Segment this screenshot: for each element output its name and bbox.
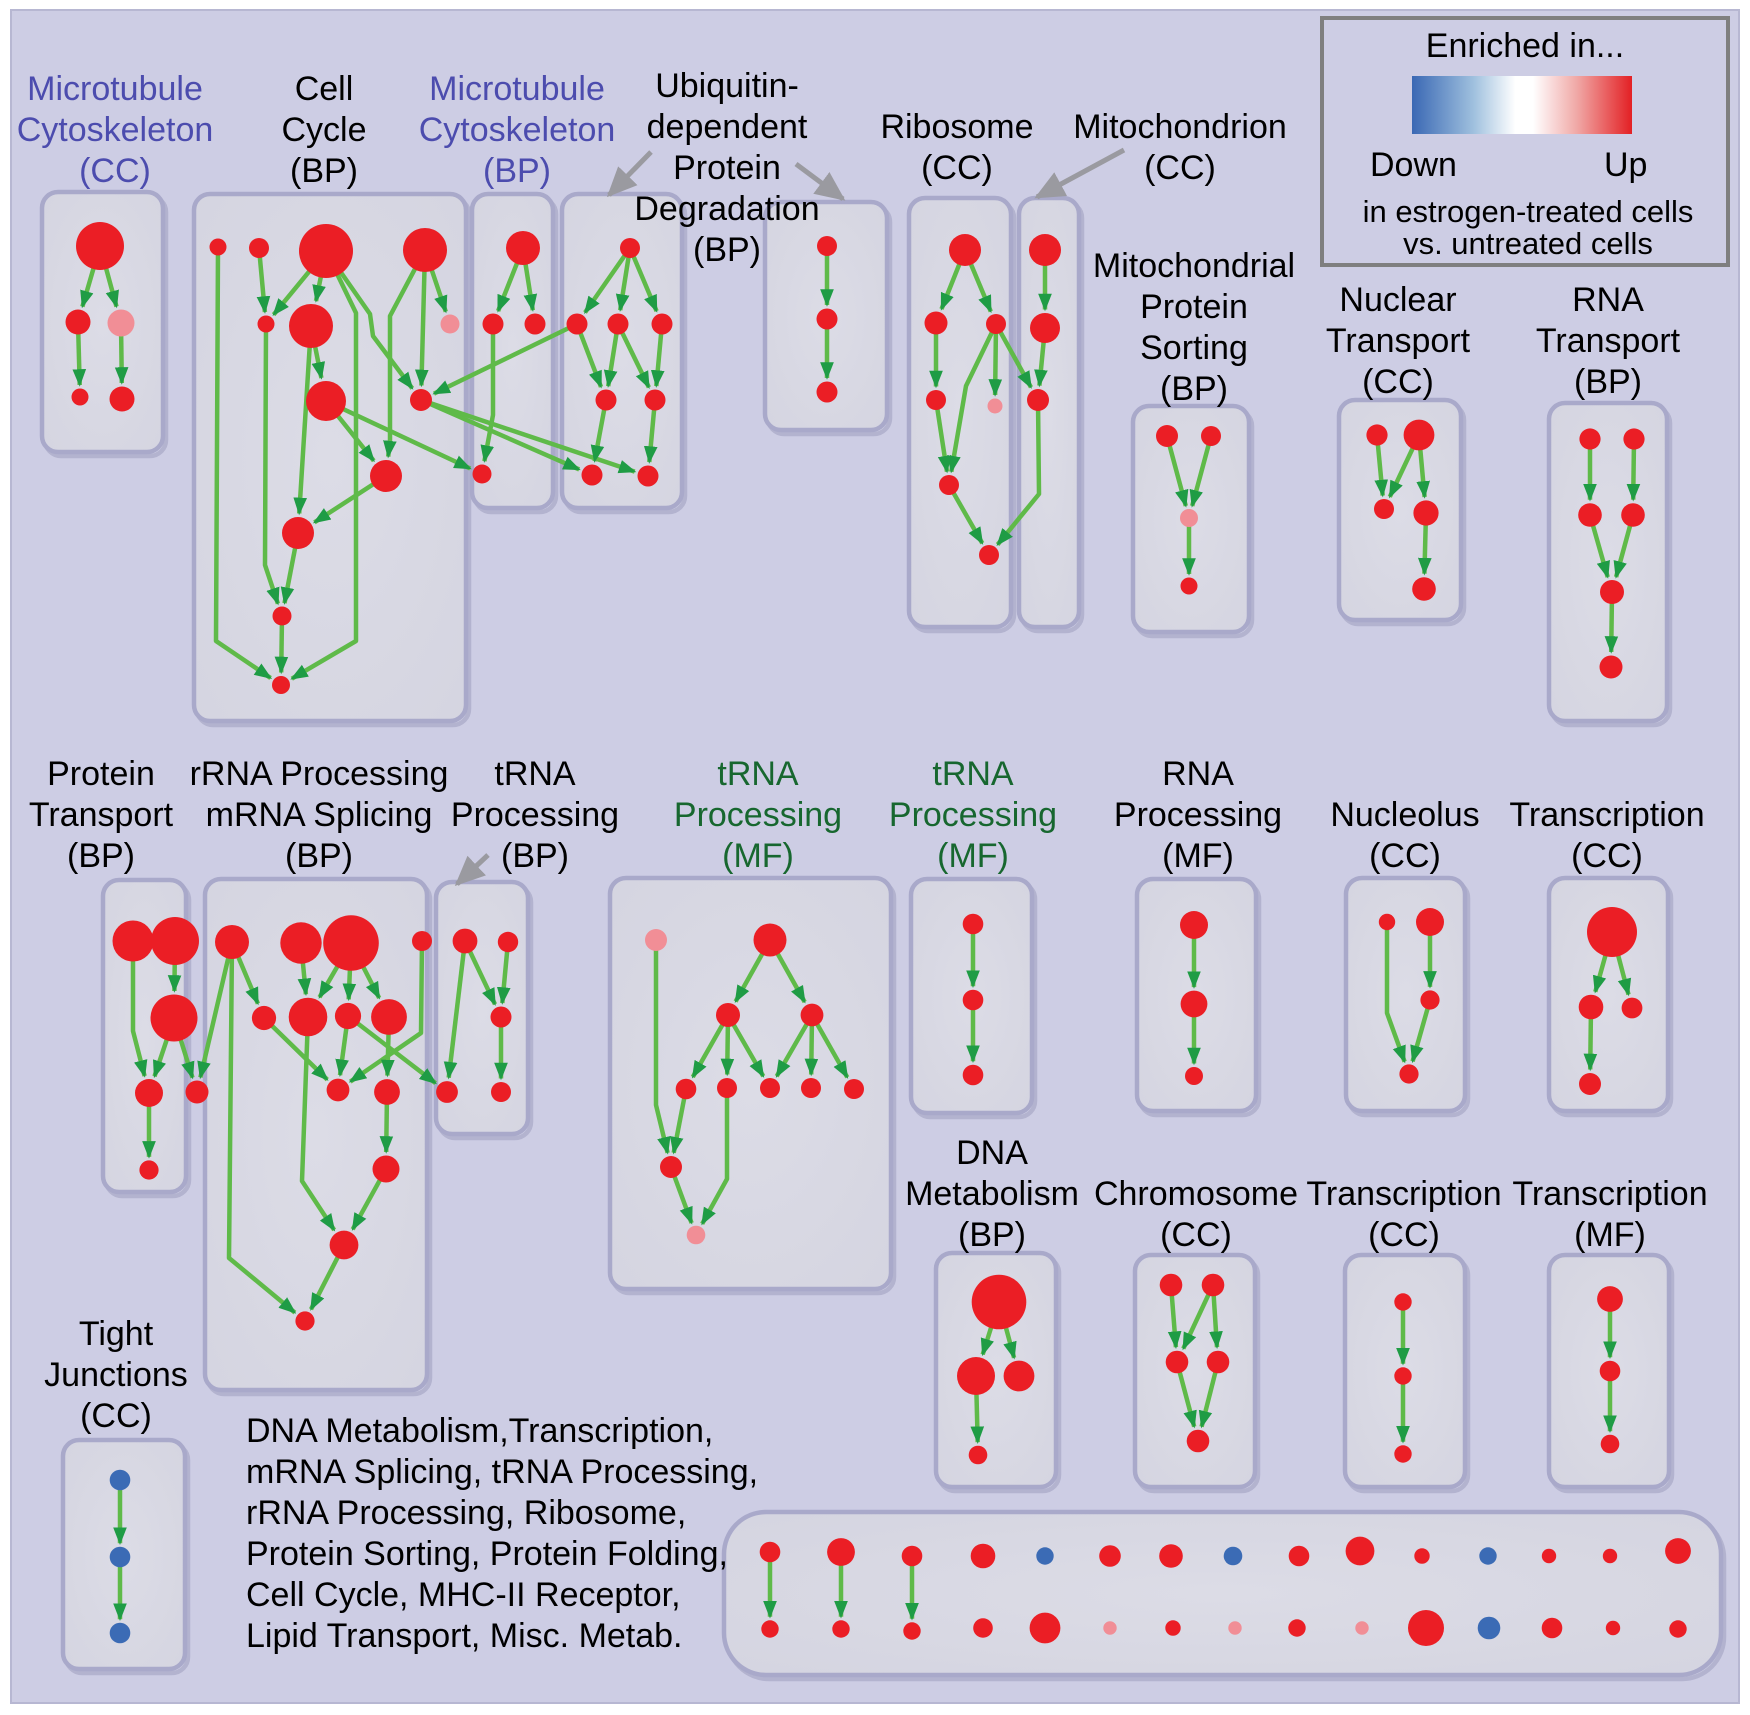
svg-text:Nuclear: Nuclear	[1339, 281, 1456, 319]
svg-text:mRNA Splicing, tRNA Processing: mRNA Splicing, tRNA Processing,	[246, 1453, 758, 1491]
svg-text:Cell: Cell	[295, 70, 354, 108]
svg-text:Mitochondrial: Mitochondrial	[1093, 247, 1295, 285]
svg-text:RNA: RNA	[1162, 755, 1234, 793]
svg-text:(CC): (CC)	[1369, 837, 1441, 875]
svg-text:(CC): (CC)	[1144, 149, 1216, 187]
svg-text:tRNA: tRNA	[494, 755, 576, 793]
svg-text:(CC): (CC)	[1368, 1216, 1440, 1254]
svg-text:Protein: Protein	[1140, 288, 1248, 326]
svg-text:(BP): (BP)	[1160, 370, 1228, 408]
svg-text:(CC): (CC)	[1160, 1216, 1232, 1254]
svg-text:Nucleolus: Nucleolus	[1330, 796, 1479, 834]
svg-text:rRNA Processing: rRNA Processing	[190, 755, 449, 793]
svg-text:Processing: Processing	[451, 796, 619, 834]
svg-text:Processing: Processing	[1114, 796, 1282, 834]
svg-text:Ubiquitin-: Ubiquitin-	[655, 67, 799, 105]
svg-text:Microtubule: Microtubule	[27, 70, 203, 108]
svg-text:(BP): (BP)	[958, 1216, 1026, 1254]
svg-text:Processing: Processing	[889, 796, 1057, 834]
svg-text:(MF): (MF)	[937, 837, 1009, 875]
svg-text:DNA: DNA	[956, 1134, 1028, 1172]
svg-text:Protein: Protein	[673, 149, 781, 187]
svg-text:RNA: RNA	[1572, 281, 1644, 319]
svg-text:Transport: Transport	[1326, 322, 1471, 360]
svg-text:Transport: Transport	[1536, 322, 1681, 360]
svg-text:(BP): (BP)	[483, 152, 551, 190]
svg-text:Metabolism: Metabolism	[905, 1175, 1079, 1213]
svg-text:Cytoskeleton: Cytoskeleton	[17, 111, 214, 149]
svg-text:in estrogen-treated cells: in estrogen-treated cells	[1363, 194, 1694, 229]
svg-text:Processing: Processing	[674, 796, 842, 834]
svg-text:(CC): (CC)	[1571, 837, 1643, 875]
svg-text:dependent: dependent	[647, 108, 808, 146]
svg-text:Ribosome: Ribosome	[880, 108, 1033, 146]
svg-text:DNA Metabolism,Transcription,: DNA Metabolism,Transcription,	[246, 1412, 713, 1450]
svg-text:Cycle: Cycle	[281, 111, 366, 149]
svg-text:vs. untreated cells: vs. untreated cells	[1403, 226, 1653, 261]
svg-text:Lipid Transport, Misc. Metab.: Lipid Transport, Misc. Metab.	[246, 1617, 683, 1655]
svg-text:Protein Sorting, Protein Foldi: Protein Sorting, Protein Folding,	[246, 1535, 728, 1573]
svg-text:Junctions: Junctions	[44, 1356, 188, 1394]
svg-text:(CC): (CC)	[1362, 363, 1434, 401]
svg-text:(BP): (BP)	[693, 231, 761, 269]
svg-text:rRNA Processing, Ribosome,: rRNA Processing, Ribosome,	[246, 1494, 686, 1532]
svg-text:Cell Cycle, MHC-II Receptor,: Cell Cycle, MHC-II Receptor,	[246, 1576, 681, 1614]
svg-text:Transcription: Transcription	[1512, 1175, 1707, 1213]
svg-text:Chromosome: Chromosome	[1094, 1175, 1298, 1213]
svg-text:Transcription: Transcription	[1509, 796, 1704, 834]
svg-text:Protein: Protein	[47, 755, 155, 793]
svg-text:(MF): (MF)	[1162, 837, 1234, 875]
svg-text:Transport: Transport	[29, 796, 174, 834]
svg-text:Tight: Tight	[79, 1315, 154, 1353]
svg-text:Cytoskeleton: Cytoskeleton	[419, 111, 616, 149]
svg-text:(BP): (BP)	[67, 837, 135, 875]
svg-text:Down: Down	[1370, 146, 1457, 184]
svg-text:Mitochondrion: Mitochondrion	[1073, 108, 1287, 146]
svg-text:(CC): (CC)	[80, 1397, 152, 1435]
svg-text:Microtubule: Microtubule	[429, 70, 605, 108]
svg-text:Sorting: Sorting	[1140, 329, 1248, 367]
svg-text:(BP): (BP)	[285, 837, 353, 875]
svg-text:(CC): (CC)	[921, 149, 993, 187]
svg-text:Degradation: Degradation	[634, 190, 819, 228]
svg-text:Up: Up	[1604, 146, 1647, 184]
svg-text:(BP): (BP)	[290, 152, 358, 190]
svg-text:Enriched in...: Enriched in...	[1426, 27, 1624, 65]
svg-text:(MF): (MF)	[1574, 1216, 1646, 1254]
svg-text:mRNA Splicing: mRNA Splicing	[206, 796, 433, 834]
svg-text:tRNA: tRNA	[717, 755, 799, 793]
svg-text:(BP): (BP)	[1574, 363, 1642, 401]
svg-text:tRNA: tRNA	[932, 755, 1014, 793]
svg-text:Transcription: Transcription	[1306, 1175, 1501, 1213]
svg-text:(CC): (CC)	[79, 152, 151, 190]
svg-text:(MF): (MF)	[722, 837, 794, 875]
svg-text:(BP): (BP)	[501, 837, 569, 875]
